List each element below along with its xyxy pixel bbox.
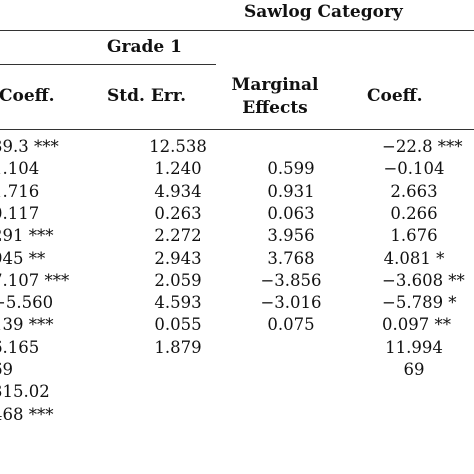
header-rule bbox=[0, 129, 474, 130]
marginal-effects-cell: 0.931 bbox=[267, 181, 315, 201]
group-header-rule bbox=[0, 30, 474, 31]
coeff-2-cell: 69 bbox=[403, 360, 425, 379]
subgroup-header: Grade 1 bbox=[107, 37, 182, 57]
coeff-cell: 7.107 *** bbox=[0, 270, 70, 290]
std-err-cell: 2.943 bbox=[154, 248, 202, 268]
coeff-2-cell: −5.789 * bbox=[382, 293, 457, 313]
coeff-cell: 315.02 bbox=[0, 382, 50, 402]
coeff-cell: −5.560 bbox=[0, 293, 54, 313]
marginal-effects-cell: −3.016 bbox=[260, 293, 322, 313]
coeff-2-cell: 0.097 ** bbox=[382, 315, 451, 335]
std-err-cell: 4.934 bbox=[154, 181, 202, 201]
marginal-effects-cell: 0.063 bbox=[267, 203, 315, 223]
coeff-2-cell: 1.676 bbox=[390, 226, 438, 246]
std-err-cell: 0.055 bbox=[154, 315, 202, 335]
coeff-cell: 945 ** bbox=[0, 248, 46, 268]
coeff-cell: 468 *** bbox=[0, 404, 54, 424]
col-header-stderr: Std. Err. bbox=[107, 86, 187, 106]
coeff-2-cell: 0.266 bbox=[390, 203, 438, 223]
coeff-2-cell: −22.8 *** bbox=[382, 137, 463, 156]
marginal-effects-cell: 3.768 bbox=[267, 248, 315, 268]
coeff-2-cell: −3.608 ** bbox=[382, 270, 465, 290]
coeff-2-cell: 4.081 * bbox=[383, 248, 445, 268]
col-header-coeff-2: Coeff. bbox=[367, 86, 423, 106]
marginal-effects-cell: −3.856 bbox=[260, 270, 322, 290]
col-header-effects: Effects bbox=[242, 98, 308, 118]
coeff-cell: 39.3 *** bbox=[0, 137, 59, 156]
std-err-cell: 2.272 bbox=[154, 226, 202, 246]
std-err-cell: 1.879 bbox=[154, 337, 202, 357]
std-err-cell: 1.240 bbox=[154, 159, 202, 179]
col-header-coeff: Coeff. bbox=[0, 86, 55, 106]
coeff-2-cell: −0.104 bbox=[383, 159, 445, 179]
coeff-cell: 1.716 bbox=[0, 181, 40, 201]
coeff-cell: 139 *** bbox=[0, 315, 54, 335]
marginal-effects-cell: 0.599 bbox=[267, 159, 315, 179]
subgroup-header-rule bbox=[0, 64, 216, 65]
std-err-cell: 0.263 bbox=[154, 203, 202, 223]
coeff-2-cell: 11.994 bbox=[385, 337, 443, 357]
coeff-cell: 1.104 bbox=[0, 159, 40, 179]
coeff-cell: 6.165 bbox=[0, 337, 40, 357]
std-err-cell: 12.538 bbox=[149, 137, 207, 156]
marginal-effects-cell: 3.956 bbox=[267, 226, 315, 246]
coeff-cell: 69 bbox=[0, 360, 13, 379]
marginal-effects-cell: 0.075 bbox=[267, 315, 315, 335]
col-header-marginal: Marginal bbox=[231, 75, 319, 95]
coeff-2-cell: 2.663 bbox=[390, 181, 438, 201]
group-header: Sawlog Category bbox=[244, 2, 403, 22]
coeff-cell: 0.117 bbox=[0, 203, 40, 223]
coeff-cell: 291 *** bbox=[0, 226, 54, 246]
std-err-cell: 4.593 bbox=[154, 293, 202, 313]
std-err-cell: 2.059 bbox=[154, 270, 202, 290]
